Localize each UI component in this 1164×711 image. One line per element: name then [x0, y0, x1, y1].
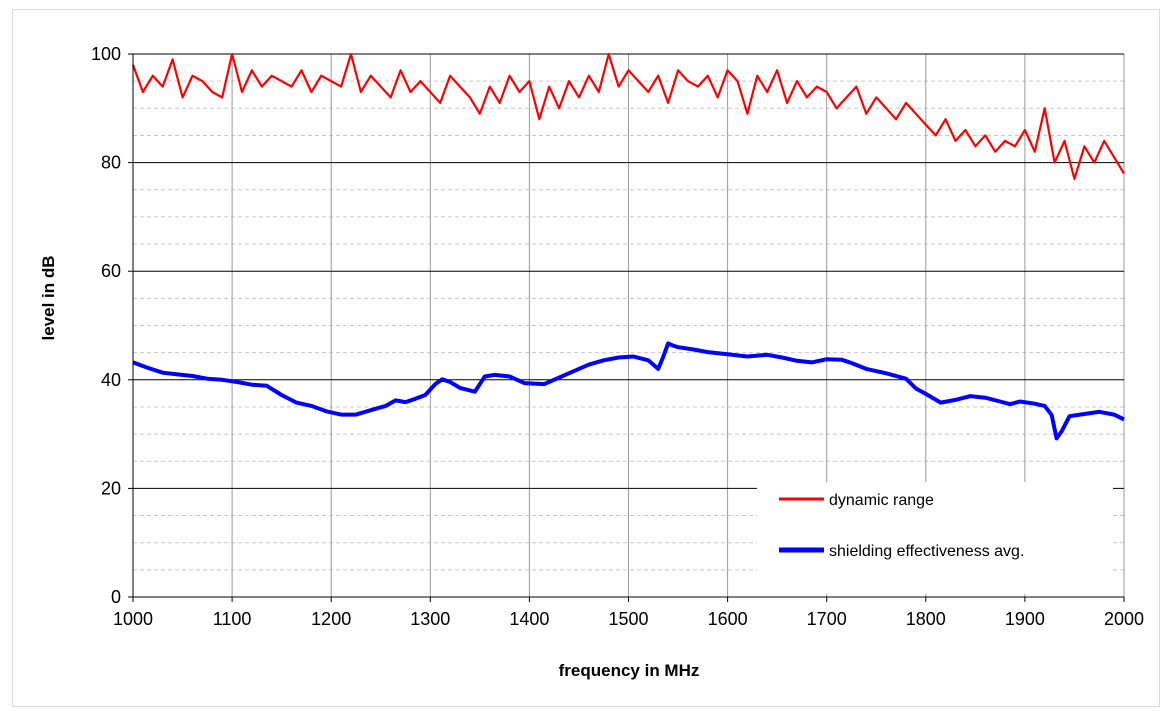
x-tick-label: 1000: [113, 609, 153, 629]
legend-label-dynamic-range: dynamic range: [829, 492, 934, 509]
y-tick-label: 20: [101, 478, 121, 498]
x-tick-label: 1300: [410, 609, 450, 629]
x-tick-label: 1500: [608, 609, 648, 629]
x-tick-label: 1400: [509, 609, 549, 629]
x-tick-label: 1800: [906, 609, 946, 629]
x-tick-label: 1100: [213, 609, 252, 629]
series-dynamic-range-line: [131, 52, 1125, 180]
series-lines: [131, 52, 1125, 441]
y-axis-title: level in dB: [39, 255, 58, 340]
axes: 1000 1100 1200 1300 1400 1500 1600 1700 1800 1900…: [91, 44, 1144, 629]
x-tick-label: 1900: [1005, 609, 1045, 629]
legend-box: [757, 482, 1113, 594]
series-shielding-effectiveness-line: [132, 341, 1125, 441]
legend: dynamic range shielding effectiveness av…: [757, 482, 1113, 594]
x-axis-title: frequency in MHz: [559, 661, 700, 680]
y-tick-label: 80: [101, 153, 121, 173]
y-tick-label: 40: [101, 370, 121, 390]
y-tick-label: 60: [101, 261, 121, 281]
y-tick-label: 0: [111, 587, 121, 607]
x-tick-label: 1600: [708, 609, 748, 629]
x-tick-label: 1700: [807, 609, 847, 629]
y-tick-label: 100: [91, 44, 121, 64]
x-tick-label: 2000: [1104, 609, 1144, 629]
legend-label-shielding-effectiveness: shielding effectiveness avg.: [829, 543, 1024, 560]
x-tick-label: 1200: [311, 609, 351, 629]
